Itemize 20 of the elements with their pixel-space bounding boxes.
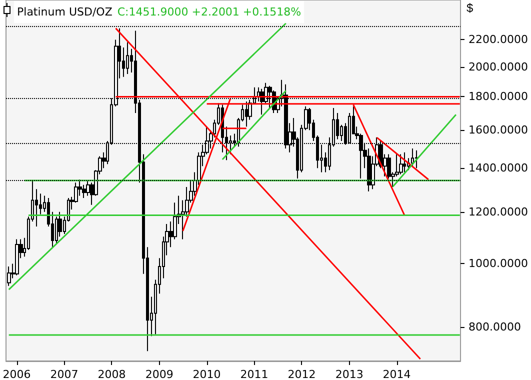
x-tick-label: 2007 bbox=[50, 368, 78, 380]
x-tick-label: 2008 bbox=[98, 368, 126, 380]
y-tick-label: 1800.0000 bbox=[468, 90, 528, 104]
text: C:1451.9000 +2.2001 +0.1518% bbox=[117, 6, 302, 18]
x-tick-label: 2013 bbox=[335, 368, 364, 380]
x-tick-label: 2006 bbox=[2, 368, 31, 380]
y-tick-label: 1600.0000 bbox=[468, 124, 528, 137]
y-tick-label: 1400.0000 bbox=[468, 162, 528, 175]
x-tick-label: 2010 bbox=[192, 368, 221, 380]
y-tick-label: 800.0000 bbox=[468, 320, 522, 334]
x-tick-label: 2012 bbox=[288, 368, 316, 380]
y-tick-label: 1200.0000 bbox=[468, 205, 528, 218]
y-tick-label: 1000.0000 bbox=[468, 257, 528, 270]
x-tick-label: 2011 bbox=[240, 368, 268, 380]
y-tick-label: 2200.0000 bbox=[468, 33, 528, 46]
x-tick-label: 2009 bbox=[145, 368, 174, 380]
y-axis-title: $ bbox=[466, 1, 474, 15]
text: Platinum USD/OZ bbox=[17, 6, 113, 18]
x-tick-label: 2014 bbox=[382, 368, 411, 380]
y-tick-label: 2000.0000 bbox=[468, 60, 528, 74]
